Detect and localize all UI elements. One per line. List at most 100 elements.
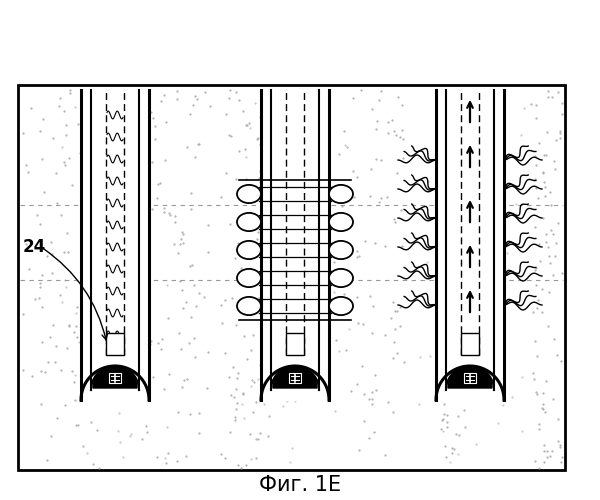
Point <box>388 354 398 362</box>
Point <box>232 322 241 330</box>
Point <box>441 454 451 462</box>
Point <box>241 174 251 182</box>
Point <box>242 153 251 161</box>
Point <box>545 259 554 267</box>
Point <box>71 322 81 330</box>
Point <box>553 88 563 96</box>
Point <box>233 374 242 382</box>
Point <box>331 247 341 255</box>
Point <box>539 441 549 449</box>
Point <box>103 190 113 198</box>
Point <box>537 308 547 316</box>
Point <box>342 214 352 222</box>
Point <box>73 120 83 128</box>
Point <box>554 219 563 227</box>
Point <box>494 124 504 132</box>
Point <box>259 400 269 407</box>
Point <box>498 401 508 409</box>
Point <box>144 392 154 400</box>
Point <box>442 214 452 222</box>
Bar <box>109 373 121 383</box>
Point <box>368 302 377 310</box>
Point <box>185 110 194 118</box>
Point <box>192 95 202 103</box>
Point <box>255 112 265 120</box>
Point <box>383 398 392 406</box>
Point <box>52 342 61 350</box>
Point <box>438 427 448 435</box>
Point <box>445 190 454 198</box>
Point <box>449 228 458 235</box>
Point <box>479 132 488 140</box>
Point <box>239 414 249 422</box>
Point <box>449 444 458 452</box>
Point <box>21 240 31 248</box>
Point <box>349 166 358 174</box>
Point <box>24 265 34 273</box>
Point <box>150 122 160 130</box>
Point <box>225 428 235 436</box>
Point <box>340 290 349 298</box>
Point <box>452 248 461 256</box>
Point <box>162 423 172 431</box>
Point <box>169 240 179 248</box>
Point <box>460 248 470 256</box>
Point <box>399 358 409 366</box>
Point <box>446 278 455 286</box>
Point <box>533 194 543 202</box>
Point <box>59 107 69 115</box>
Point <box>125 166 135 174</box>
Point <box>398 126 407 134</box>
Point <box>264 412 274 420</box>
Point <box>346 387 356 395</box>
Point <box>272 228 281 235</box>
Point <box>443 148 452 156</box>
Point <box>253 134 263 142</box>
Point <box>557 270 566 278</box>
Point <box>451 314 460 322</box>
Point <box>530 152 540 160</box>
Point <box>239 214 248 222</box>
Point <box>252 235 262 243</box>
Point <box>220 348 230 356</box>
Point <box>364 434 373 442</box>
Point <box>440 410 449 418</box>
Point <box>92 426 102 434</box>
Point <box>154 180 163 188</box>
Point <box>356 86 366 94</box>
Point <box>48 134 58 142</box>
Point <box>443 258 452 266</box>
Point <box>117 306 127 314</box>
Point <box>89 348 99 356</box>
Point <box>334 150 344 158</box>
Point <box>160 385 169 393</box>
Point <box>458 180 467 188</box>
Point <box>444 206 454 214</box>
Point <box>377 88 386 96</box>
Point <box>56 210 66 218</box>
Point <box>282 396 292 404</box>
Point <box>251 435 260 443</box>
Point <box>161 118 171 126</box>
Point <box>194 140 204 148</box>
Point <box>367 400 376 408</box>
Point <box>148 114 157 122</box>
Point <box>147 158 157 166</box>
Point <box>254 174 263 182</box>
Point <box>348 94 358 102</box>
Point <box>189 334 199 342</box>
Point <box>391 218 400 226</box>
Point <box>255 182 265 190</box>
Point <box>371 156 381 164</box>
Point <box>82 332 92 340</box>
Point <box>442 412 452 420</box>
Point <box>490 323 499 331</box>
Point <box>438 186 448 194</box>
Point <box>329 288 339 296</box>
Point <box>256 178 265 186</box>
Point <box>61 121 71 129</box>
Point <box>557 110 566 118</box>
Point <box>355 252 364 260</box>
Point <box>380 450 389 458</box>
Point <box>205 102 214 110</box>
